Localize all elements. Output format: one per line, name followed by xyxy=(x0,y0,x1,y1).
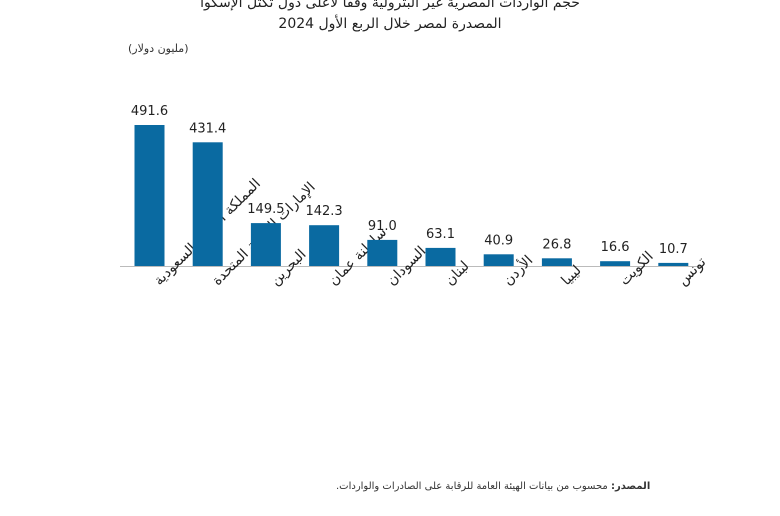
data-label: 26.8 xyxy=(542,237,571,252)
category-label: تونس xyxy=(675,254,710,289)
bar xyxy=(600,261,631,266)
bar xyxy=(134,125,165,266)
source-note: المصدر: محسوب من بيانات الهيئة العامة لل… xyxy=(336,481,650,492)
bar xyxy=(541,258,572,266)
data-label: 16.6 xyxy=(601,240,630,255)
data-label: 431.4 xyxy=(189,121,226,136)
data-label: 491.6 xyxy=(131,104,168,119)
data-label: 142.3 xyxy=(305,204,342,219)
unit-label: (مليون دولار) xyxy=(128,42,189,55)
source-label: المصدر: xyxy=(610,481,651,492)
source-text: محسوب من بيانات الهيئة العامة للرقابة عل… xyxy=(336,481,608,492)
chart-subtitle: المصدرة لمصر خلال الربع الأول 2024 xyxy=(278,16,502,32)
data-label: 10.7 xyxy=(659,242,688,257)
bar xyxy=(425,247,456,266)
data-label: 149.5 xyxy=(247,202,284,217)
bar xyxy=(483,254,514,266)
data-label: 91.0 xyxy=(368,219,397,234)
bar xyxy=(309,225,340,266)
data-label: 40.9 xyxy=(484,233,513,248)
data-label: 63.1 xyxy=(426,227,455,242)
bar xyxy=(192,142,223,266)
bar xyxy=(367,239,398,266)
bar xyxy=(658,262,689,266)
bar xyxy=(250,223,281,266)
chart-title: حجم الواردات المصرية غير البترولية وفقاً… xyxy=(200,0,580,11)
